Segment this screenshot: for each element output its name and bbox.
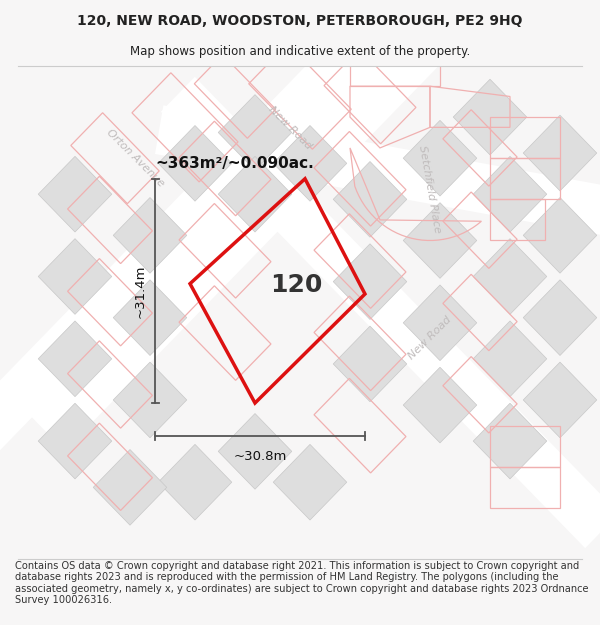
Text: Setchfield Place: Setchfield Place — [418, 144, 443, 234]
Text: New Road: New Road — [407, 315, 454, 362]
Polygon shape — [473, 321, 547, 397]
Polygon shape — [273, 126, 347, 201]
Polygon shape — [403, 121, 477, 196]
Polygon shape — [523, 115, 597, 191]
Polygon shape — [38, 321, 112, 397]
Polygon shape — [155, 106, 600, 252]
Polygon shape — [403, 285, 477, 361]
Polygon shape — [403, 202, 477, 278]
Polygon shape — [523, 280, 597, 356]
Polygon shape — [473, 156, 547, 232]
Polygon shape — [473, 239, 547, 314]
Polygon shape — [218, 94, 292, 170]
Text: Orton Avenue: Orton Avenue — [104, 127, 166, 189]
Text: 120, NEW ROAD, WOODSTON, PETERBOROUGH, PE2 9HQ: 120, NEW ROAD, WOODSTON, PETERBOROUGH, P… — [77, 14, 523, 28]
Polygon shape — [218, 414, 292, 489]
Polygon shape — [333, 161, 407, 237]
Polygon shape — [158, 126, 232, 201]
Polygon shape — [473, 403, 547, 479]
Polygon shape — [453, 79, 527, 155]
Polygon shape — [93, 449, 167, 525]
Polygon shape — [31, 0, 559, 451]
Text: New Road: New Road — [266, 104, 313, 151]
Text: Contains OS data © Crown copyright and database right 2021. This information is : Contains OS data © Crown copyright and d… — [15, 561, 589, 606]
Polygon shape — [523, 362, 597, 438]
Polygon shape — [113, 280, 187, 356]
Polygon shape — [158, 444, 232, 520]
Polygon shape — [523, 198, 597, 273]
Text: 120: 120 — [271, 272, 323, 297]
Text: Map shows position and indicative extent of the property.: Map shows position and indicative extent… — [130, 45, 470, 58]
Polygon shape — [38, 239, 112, 314]
Polygon shape — [0, 0, 424, 523]
Polygon shape — [38, 403, 112, 479]
Polygon shape — [403, 368, 477, 443]
Polygon shape — [113, 198, 187, 273]
Polygon shape — [218, 156, 292, 232]
Polygon shape — [113, 362, 187, 438]
Polygon shape — [273, 444, 347, 520]
Text: ~363m²/~0.090ac.: ~363m²/~0.090ac. — [155, 156, 314, 171]
Polygon shape — [38, 156, 112, 232]
Text: ~30.8m: ~30.8m — [233, 450, 287, 463]
Polygon shape — [161, 77, 600, 548]
Polygon shape — [333, 244, 407, 319]
Text: ~31.4m: ~31.4m — [133, 264, 146, 318]
Polygon shape — [333, 326, 407, 402]
